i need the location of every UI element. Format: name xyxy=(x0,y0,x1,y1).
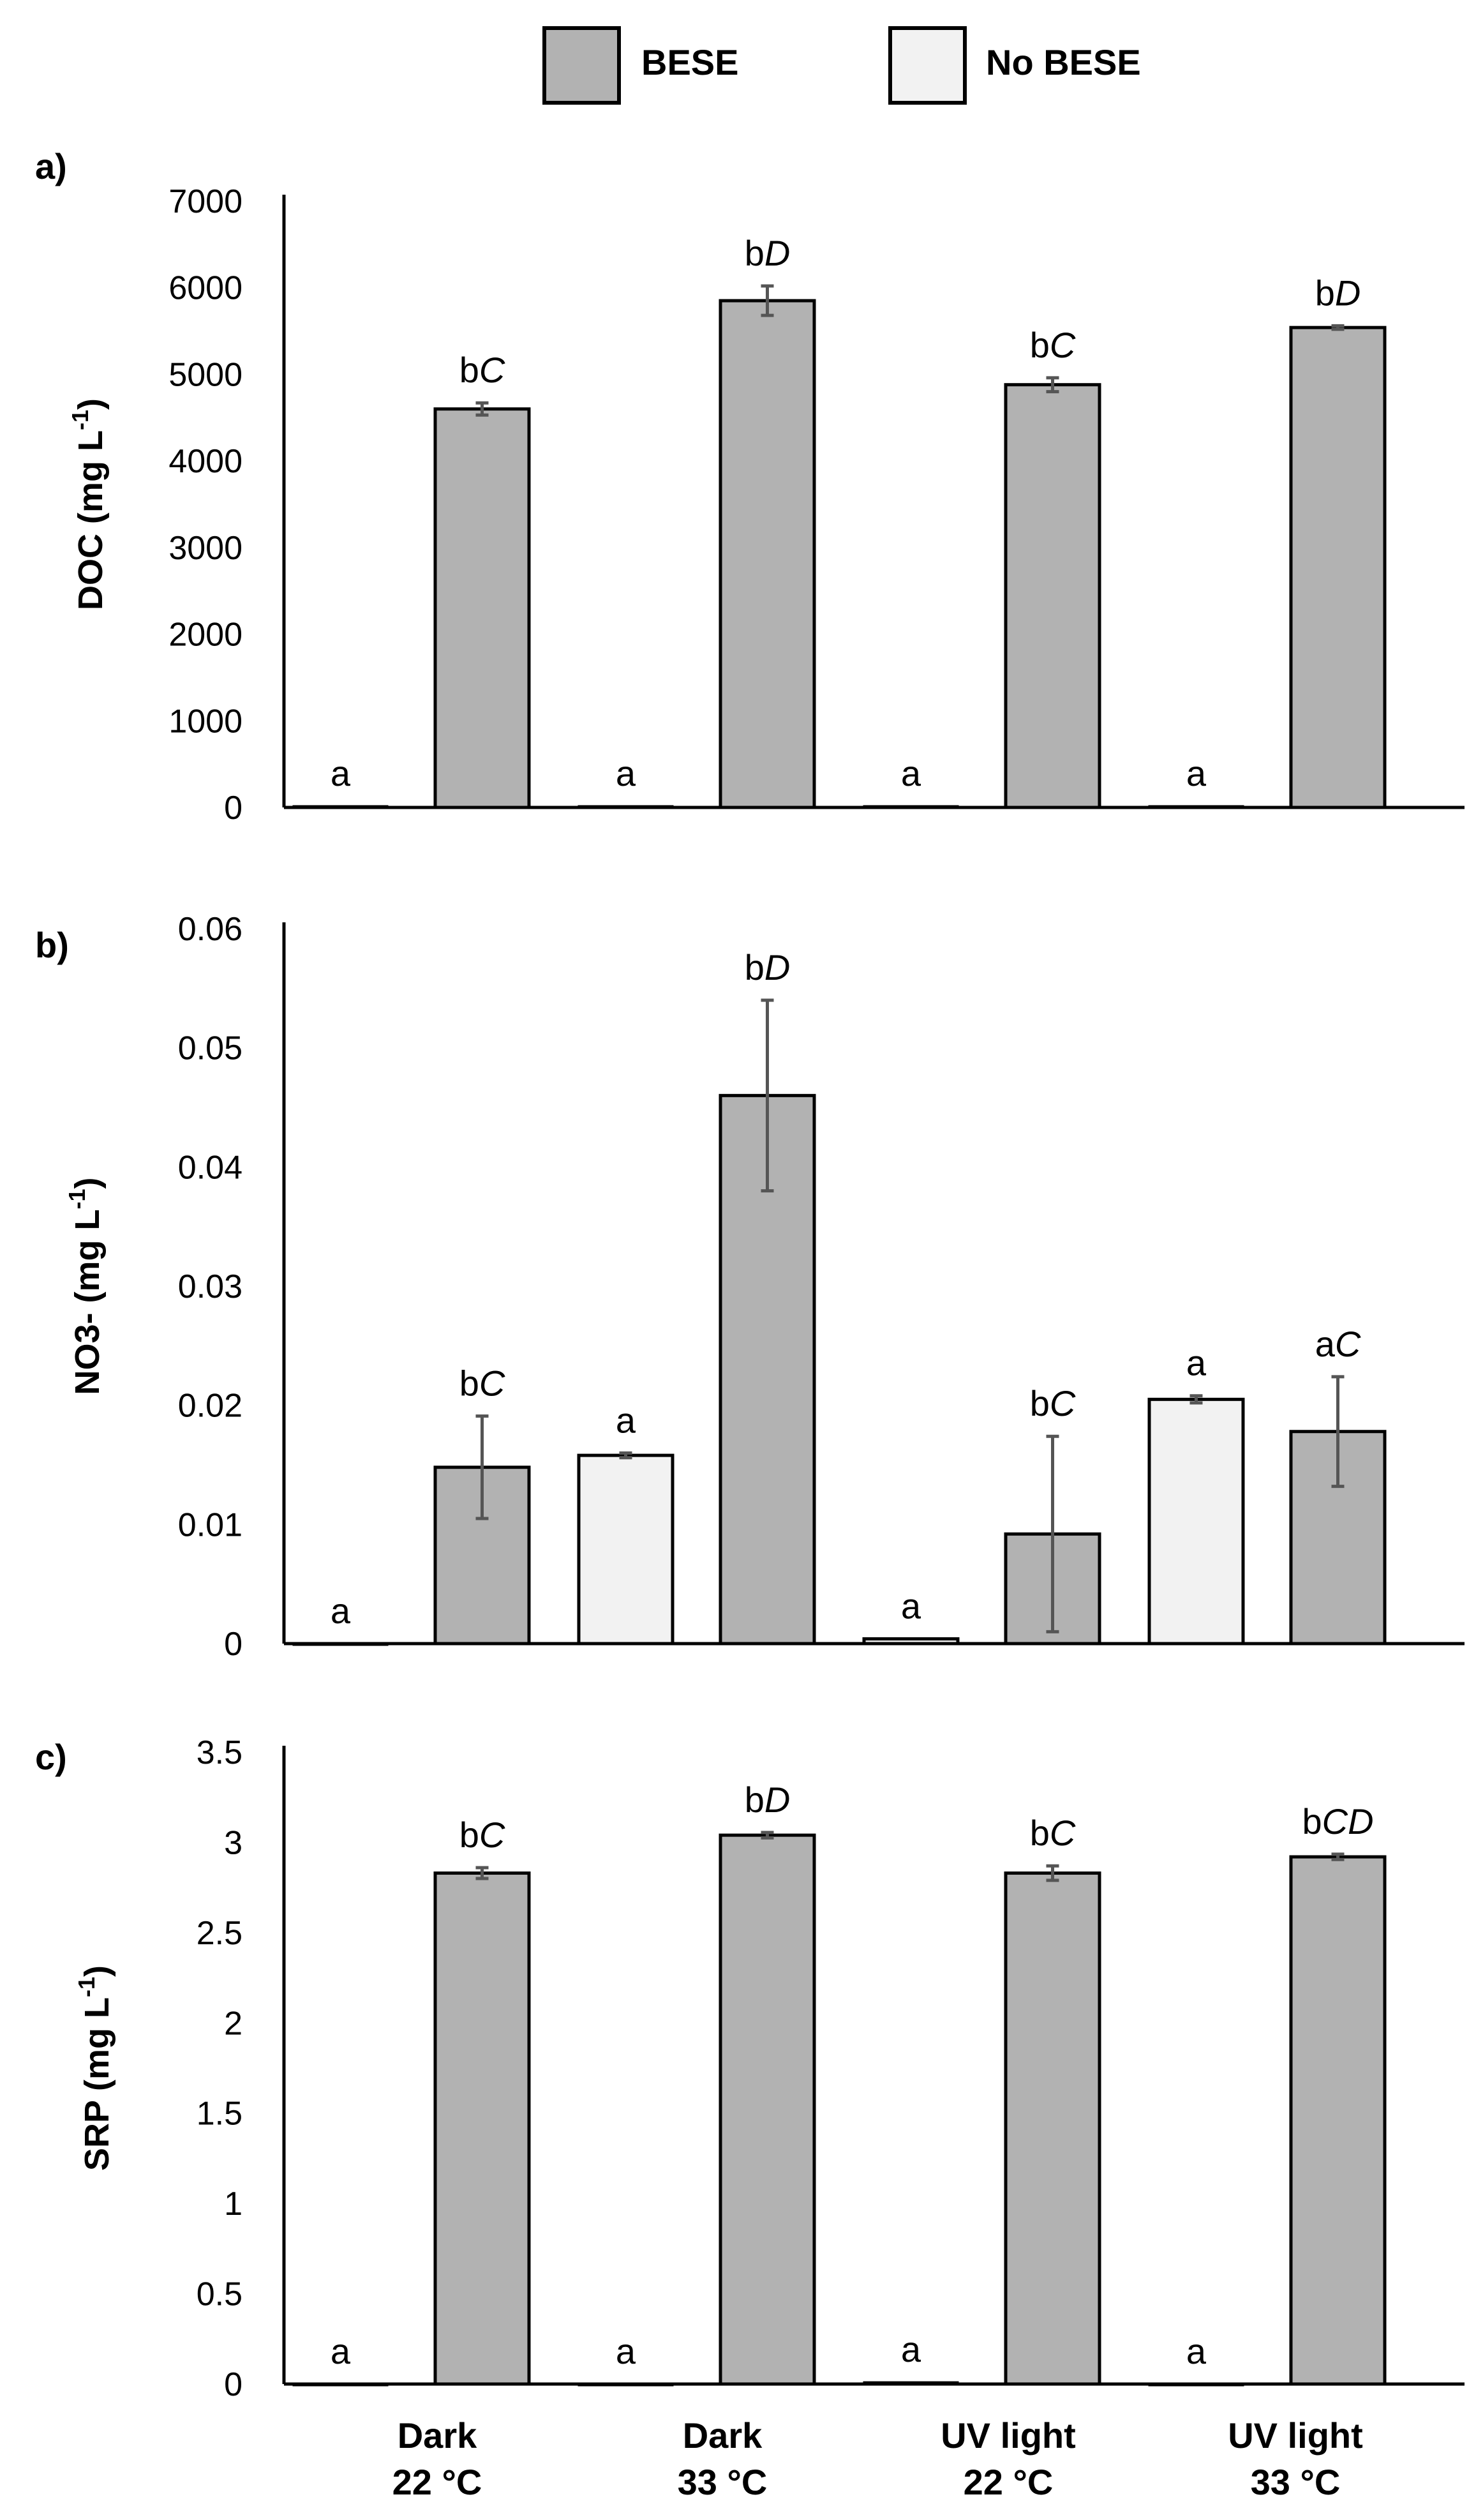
x-category-label: UV light 33 °C xyxy=(1228,2415,1363,2502)
significance-label: bD xyxy=(1315,273,1361,313)
y-axis-title: SRP (mg L-1) xyxy=(73,1965,116,2171)
x-category-label: Dark 22 °C xyxy=(392,2415,482,2502)
legend: BESE No BESE xyxy=(542,26,1141,105)
bar-bese-g3 xyxy=(1004,1871,1101,2386)
significance-label: bCD xyxy=(1302,1801,1373,1841)
legend-label-bese: BESE xyxy=(641,42,739,82)
bar-bese-g1 xyxy=(433,407,531,809)
significance-label: bC xyxy=(459,350,505,390)
significance-label: bC xyxy=(1030,1813,1076,1853)
y-tick-label: 3.5 xyxy=(197,1734,242,1771)
x-category-labels: Dark 22 °C Dark 33 °C UV light 22 °C UV light 3… xyxy=(392,2415,1363,2502)
y-tick-label: 6000 xyxy=(168,270,242,307)
significance-label: a xyxy=(901,2329,921,2369)
y-tick-label: 7000 xyxy=(168,183,242,220)
significance-label: bC xyxy=(459,1815,505,1855)
y-tick-label: 0.03 xyxy=(178,1268,242,1305)
significance-label: bC xyxy=(1030,325,1076,365)
x-category-label: Dark 33 °C xyxy=(678,2415,768,2502)
significance-label: a xyxy=(901,753,921,793)
bar-bese-g1 xyxy=(433,1871,531,2386)
y-tick-label: 0.5 xyxy=(197,2276,242,2313)
y-tick-label: 0.04 xyxy=(178,1149,242,1186)
panel-label: c) xyxy=(35,1737,67,1777)
significance-label: bC xyxy=(459,1363,505,1403)
panel-label: b) xyxy=(35,925,69,965)
bar-bese-g4 xyxy=(1289,1855,1387,2386)
error-bar xyxy=(1331,1852,1345,1861)
y-tick-label: 0 xyxy=(224,1626,242,1663)
significance-label: a xyxy=(616,753,636,793)
significance-label: a xyxy=(331,2331,351,2371)
significance-label: a xyxy=(1186,1343,1207,1383)
y-tick-label: 3000 xyxy=(168,530,242,567)
significance-label: a xyxy=(331,1591,351,1631)
significance-label: bC xyxy=(1030,1383,1076,1423)
significance-label: bD xyxy=(745,1780,791,1820)
significance-label: a xyxy=(901,1586,921,1626)
bar-bese-g3 xyxy=(1004,383,1101,809)
error-bar xyxy=(1331,324,1345,331)
error-bar xyxy=(475,401,489,417)
bar-bese-g2 xyxy=(719,1833,816,2386)
panel-label: a) xyxy=(35,146,67,186)
legend-label-no-bese: No BESE xyxy=(986,42,1141,82)
y-tick-label: 1000 xyxy=(168,703,242,740)
y-tick-label: 0.05 xyxy=(178,1030,242,1067)
y-tick-label: 5000 xyxy=(168,356,242,393)
y-tick-label: 0.02 xyxy=(178,1388,242,1425)
y-axis-title: DOC (mg L-1) xyxy=(67,398,110,610)
error-bar xyxy=(475,1414,489,1520)
significance-label: bD xyxy=(745,233,791,273)
significance-label: a xyxy=(1186,753,1207,793)
significance-label: bD xyxy=(745,947,791,987)
bar-bese-g4 xyxy=(1289,326,1387,809)
error-bar xyxy=(1331,1375,1345,1489)
y-tick-label: 2000 xyxy=(168,617,242,654)
y-tick-label: 1 xyxy=(224,2186,242,2223)
y-tick-label: 1.5 xyxy=(197,2096,242,2133)
x-category-label: UV light 22 °C xyxy=(941,2415,1076,2502)
chart-panel-2: b) NO3- (mg L-1) 0 0.01 0.02 0.03 0.04 0.05 0.06… xyxy=(35,911,1465,1663)
chart-panel-1: a) DOC (mg L-1) 0 1000 2000 3000 4000 5000 6000 7… xyxy=(35,146,1465,827)
y-tick-label: 3 xyxy=(224,1824,242,1861)
error-bar xyxy=(761,998,774,1193)
significance-label: aC xyxy=(1315,1324,1361,1364)
y-tick-label: 2.5 xyxy=(197,1915,242,1952)
error-bar xyxy=(475,1866,489,1880)
legend-swatch-no-bese xyxy=(888,26,967,105)
y-tick-label: 0 xyxy=(224,2366,242,2403)
significance-label: a xyxy=(616,1400,636,1440)
error-bar xyxy=(1046,376,1059,394)
y-tick-label: 0.06 xyxy=(178,911,242,948)
bar-no-bese-g4 xyxy=(1147,1397,1245,1646)
significance-label: a xyxy=(331,753,351,793)
bar-bese-g2 xyxy=(719,299,816,809)
y-tick-label: 0 xyxy=(224,790,242,827)
error-bar xyxy=(761,1831,774,1840)
legend-swatch-bese xyxy=(542,26,621,105)
chart-panel-3: c) SRP (mg L-1) 0 0.5 1 1.5 2 2.5 3 3.5 a bC a bD a bC a… xyxy=(35,1734,1465,2403)
error-bar xyxy=(761,284,774,317)
significance-label: a xyxy=(1186,2331,1207,2371)
error-bar xyxy=(1046,1434,1059,1633)
significance-label: a xyxy=(616,2331,636,2371)
y-tick-label: 4000 xyxy=(168,443,242,480)
y-axis-title: NO3- (mg L-1) xyxy=(64,1178,107,1395)
error-bar xyxy=(1189,1394,1203,1405)
y-tick-label: 2 xyxy=(224,2005,242,2042)
error-bar xyxy=(1046,1864,1059,1882)
error-bar xyxy=(619,1451,632,1460)
y-tick-label: 0.01 xyxy=(178,1506,242,1543)
bar-no-bese-g2 xyxy=(577,1453,675,1646)
